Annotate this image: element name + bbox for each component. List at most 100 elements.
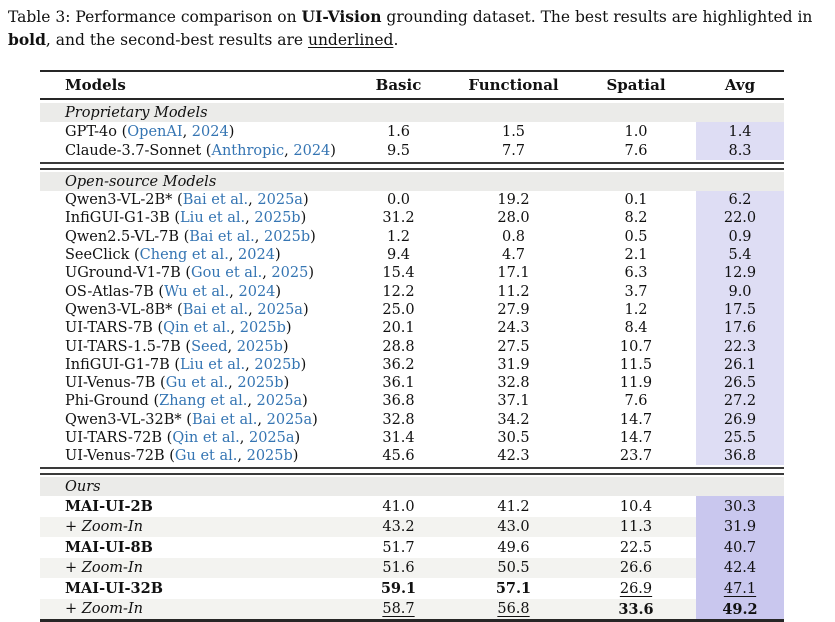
metric-value: 1.6 bbox=[386, 123, 411, 140]
metric-value-cell: 24.3 bbox=[451, 320, 576, 336]
model-cell: UI-Venus-72B (Gu et al., 2025b) bbox=[65, 448, 299, 465]
metric-value: 28.0 bbox=[497, 210, 530, 227]
model-name: UI-TARS-7B bbox=[65, 320, 153, 337]
citation-year-link[interactable]: 2025a bbox=[257, 192, 303, 209]
model-cell: SeeClick (Cheng et al., 2024) bbox=[65, 247, 281, 264]
table-row: MAI-UI-8B 51.7 49.6 22.5 40.7 bbox=[40, 537, 784, 558]
caption-text: Table 3: Performance comparison on bbox=[8, 8, 302, 26]
citation-author-link[interactable]: Gu et al. bbox=[165, 375, 229, 392]
table-row: Qwen3-VL-8B* (Bai et al., 2025a) 25.0 27.9… bbox=[40, 300, 784, 320]
metric-value-cell: 26.9 bbox=[576, 581, 696, 597]
metric-value-cell: 59.1 bbox=[346, 580, 451, 597]
citation-author-link[interactable]: Gu et al. bbox=[174, 448, 238, 465]
citation-author-link[interactable]: Liu et al. bbox=[180, 356, 246, 373]
table-row: MAI-UI-32B 59.1 57.1 26.9 47.1 bbox=[40, 578, 784, 599]
citation-author-link[interactable]: Bai et al. bbox=[182, 192, 249, 209]
table-caption: Table 3: Performance comparison on UI-Vi… bbox=[8, 6, 830, 51]
metric-value-cell: 31.2 bbox=[346, 210, 451, 226]
metric-value: 17.1 bbox=[497, 265, 530, 282]
metric-value: 12.9 bbox=[723, 265, 757, 282]
metric-value-cell: 36.8 bbox=[346, 393, 451, 409]
citation-author-link[interactable]: Zhang et al. bbox=[159, 393, 248, 410]
citation-year-link[interactable]: 2025b bbox=[254, 210, 301, 227]
model-name: MAI-UI-8B bbox=[65, 539, 153, 557]
column-header-avg: Avg bbox=[724, 76, 756, 94]
metric-value: 11.5 bbox=[619, 356, 653, 373]
avg-value-cell: 22.0 bbox=[696, 209, 784, 228]
metric-value: 26.9 bbox=[723, 411, 757, 428]
metric-value: 25.5 bbox=[723, 430, 757, 446]
citation-author-link[interactable]: Gou et al. bbox=[191, 265, 263, 282]
avg-value-cell: 30.3 bbox=[696, 496, 784, 517]
metric-value: 31.2 bbox=[382, 210, 415, 227]
section-header-row: Proprietary Models bbox=[40, 103, 784, 122]
section-separator-rule bbox=[40, 467, 784, 476]
citation-year-link[interactable]: 2024 bbox=[238, 247, 275, 264]
metric-value: 42.4 bbox=[723, 560, 757, 577]
metric-value-cell: 10.4 bbox=[576, 499, 696, 515]
citation-year-link[interactable]: 2025a bbox=[256, 393, 303, 410]
citation-year-link[interactable]: 2024 bbox=[191, 123, 229, 140]
metric-value: 1.5 bbox=[501, 123, 526, 140]
citation-author-link[interactable]: Qin et al. bbox=[163, 320, 231, 337]
citation-author-link[interactable]: Cheng et al. bbox=[139, 247, 229, 264]
citation-year-link[interactable]: 2025a bbox=[257, 301, 303, 318]
metric-value: 50.5 bbox=[497, 560, 530, 577]
metric-value: 11.9 bbox=[619, 375, 653, 392]
metric-value: 23.7 bbox=[619, 448, 653, 465]
metric-value-cell: 1.6 bbox=[346, 124, 451, 140]
model-cell: + Zoom-In bbox=[40, 519, 346, 535]
citation-author-link[interactable]: Bai et al. bbox=[182, 301, 249, 318]
avg-value-cell: 26.9 bbox=[696, 410, 784, 429]
model-cell: + Zoom-In bbox=[40, 601, 346, 617]
citation-year-link[interactable]: 2025b bbox=[263, 228, 311, 245]
citation-year-link[interactable]: 2024 bbox=[293, 142, 331, 159]
citation-year-link[interactable]: 2024 bbox=[238, 283, 276, 300]
citation-author-link[interactable]: Bai et al. bbox=[189, 228, 255, 245]
model-name: UI-Venus-72B bbox=[65, 448, 165, 465]
table-row: Qwen3-VL-32B* (Bai et al., 2025a) 32.8 34.… bbox=[40, 410, 784, 429]
avg-value-cell: 31.9 bbox=[696, 516, 784, 538]
model-name: MAI-UI-2B bbox=[65, 498, 153, 516]
citation-author-link[interactable]: Liu et al. bbox=[180, 210, 246, 227]
citation-year-link[interactable]: 2025a bbox=[248, 430, 295, 446]
model-cell: MAI-UI-8B bbox=[40, 539, 346, 556]
table-row: UI-TARS-72B (Qin et al., 2025a) 31.4 30.5 1… bbox=[40, 428, 784, 448]
metric-value-cell: 27.5 bbox=[451, 339, 576, 355]
metric-value-cell: 3.7 bbox=[576, 284, 696, 300]
citation-year-link[interactable]: 2025b bbox=[237, 375, 284, 392]
metric-value-cell: 49.6 bbox=[451, 540, 576, 556]
metric-value: 31.9 bbox=[723, 519, 757, 536]
citation-year-link[interactable]: 2025b bbox=[246, 448, 293, 465]
metric-value: 7.6 bbox=[624, 142, 648, 159]
avg-value-cell: 42.4 bbox=[696, 557, 784, 579]
metric-value: 20.1 bbox=[382, 320, 415, 337]
avg-value-cell: 1.4 bbox=[696, 122, 784, 141]
metric-value: 22.3 bbox=[723, 338, 757, 355]
citation-author-link[interactable]: Seed bbox=[191, 338, 228, 355]
table-row: InfiGUI-G1-3B (Liu et al., 2025b) 31.2 28.… bbox=[40, 209, 784, 228]
citation-author-link[interactable]: Bai et al. bbox=[191, 411, 258, 428]
metric-value: 6.3 bbox=[624, 265, 648, 282]
citation-year-link[interactable]: 2025a bbox=[266, 411, 313, 428]
metric-value-cell: 11.3 bbox=[576, 519, 696, 535]
citation-year-link[interactable]: 2025b bbox=[239, 320, 286, 337]
metric-value-cell: 25.0 bbox=[346, 302, 451, 318]
table-row: Claude-3.7-Sonnet (Anthropic, 2024) 9.5 7.… bbox=[40, 141, 784, 160]
avg-value-cell: 5.4 bbox=[696, 245, 784, 265]
avg-value-cell: 36.8 bbox=[696, 447, 784, 466]
citation-year-link[interactable]: 2025 bbox=[271, 265, 309, 282]
citation-author-link[interactable]: Anthropic bbox=[211, 142, 285, 159]
citation-year-link[interactable]: 2025b bbox=[236, 338, 283, 355]
metric-value: 33.6 bbox=[618, 600, 654, 618]
citation-year-link[interactable]: 2025b bbox=[254, 356, 301, 373]
metric-value-cell: 51.7 bbox=[346, 540, 451, 556]
metric-value: 28.8 bbox=[382, 338, 415, 355]
citation-author-link[interactable]: OpenAI bbox=[127, 123, 183, 140]
table-row: + Zoom-In 43.2 43.0 11.3 31.9 bbox=[40, 516, 784, 538]
metric-value-cell: 43.2 bbox=[346, 519, 451, 535]
citation-author-link[interactable]: Qin et al. bbox=[172, 430, 240, 446]
citation-author-link[interactable]: Wu et al. bbox=[164, 283, 230, 300]
metric-value-cell: 0.8 bbox=[451, 229, 576, 245]
metric-value: 45.6 bbox=[382, 448, 415, 465]
